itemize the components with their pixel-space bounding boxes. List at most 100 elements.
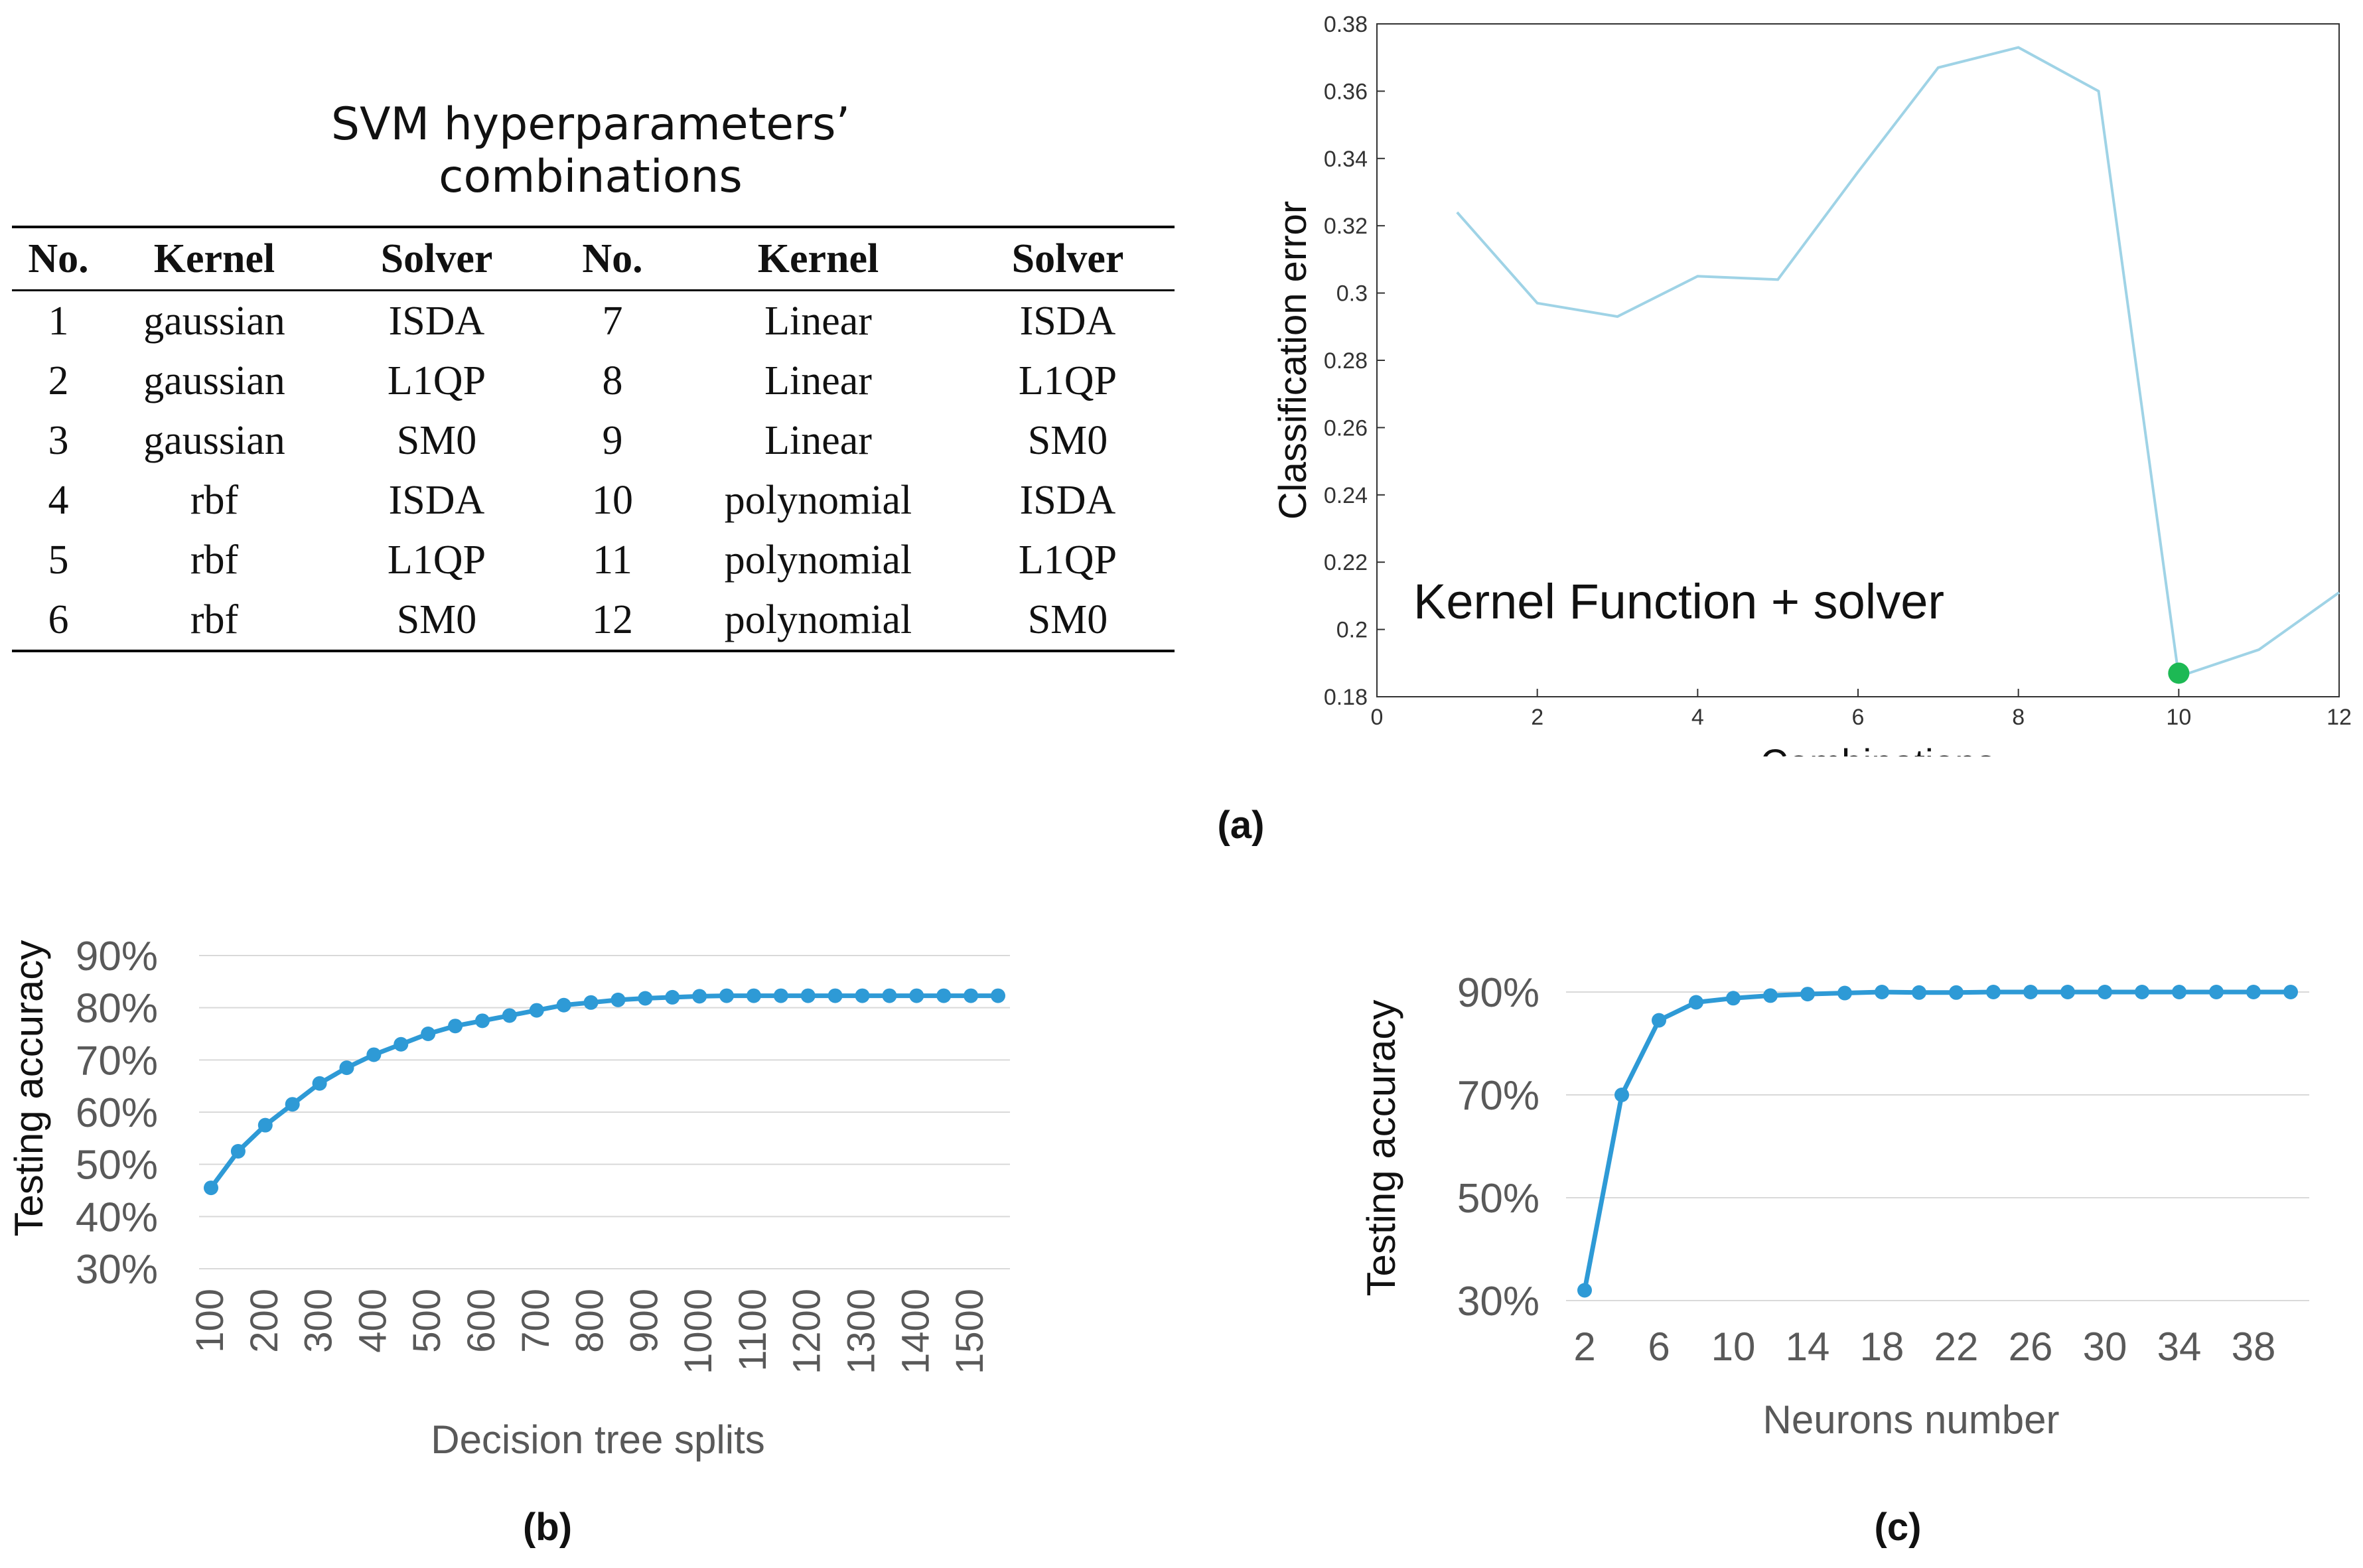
x-tick-label: 34 xyxy=(2157,1324,2202,1369)
table-cell: L1QP xyxy=(1018,358,1117,403)
y-tick-label: 0.34 xyxy=(1324,147,1368,172)
x-tick-label: 26 xyxy=(2009,1324,2053,1369)
table-row: 4 rbf ISDA 10 polynomial ISDA xyxy=(12,470,1175,530)
table-row: 2 gaussian L1QP 8 Linear L1QP xyxy=(12,351,1175,411)
panel-label-a: (a) xyxy=(1217,804,1265,847)
data-point xyxy=(2283,985,2298,999)
x-tick-label: 22 xyxy=(1934,1324,1979,1369)
table-cell: polynomial xyxy=(724,537,912,583)
data-point xyxy=(230,1144,246,1159)
header-no-2: No. xyxy=(549,226,676,291)
series-line xyxy=(209,993,998,1190)
x-tick-label: 1200 xyxy=(786,1289,829,1374)
table-cell: 2 xyxy=(48,358,69,403)
table-cell: L1QP xyxy=(387,358,486,403)
x-tick-label: 1400 xyxy=(894,1289,937,1374)
x-axis-label: Neurons number xyxy=(1763,1397,2060,1442)
table-row: 5 rbf L1QP 11 polynomial L1QP xyxy=(12,530,1175,590)
y-tick-label: 0.24 xyxy=(1324,483,1368,508)
data-point xyxy=(1875,985,1889,999)
table-cell: 4 xyxy=(48,477,69,523)
data-point xyxy=(1577,1283,1592,1298)
x-tick-label: 1500 xyxy=(948,1289,991,1374)
table-cell: ISDA xyxy=(1019,477,1116,523)
table-cell: Linear xyxy=(764,298,872,344)
table-cell: ISDA xyxy=(388,477,485,523)
table-cell: 10 xyxy=(592,477,633,523)
table-cell: L1QP xyxy=(387,537,486,583)
data-point xyxy=(882,988,897,1003)
x-tick-label: 14 xyxy=(1786,1324,1830,1369)
x-tick-label: 18 xyxy=(1860,1324,1904,1369)
x-tick-label: 400 xyxy=(351,1289,394,1353)
x-tick-label: 0 xyxy=(1371,705,1384,730)
y-tick-label: 50% xyxy=(1457,1176,1540,1222)
y-tick-label: 90% xyxy=(1457,970,1540,1016)
data-point xyxy=(556,997,571,1013)
table-cell: ISDA xyxy=(388,298,485,344)
table-row: 6 rbf SM0 12 polynomial SM0 xyxy=(12,590,1175,652)
y-tick-label: 0.2 xyxy=(1336,618,1368,643)
chart-b: 30% 40% 50% 60% 70% 80% 90% 100 200 300 400 500 600 7… xyxy=(7,934,1010,1462)
x-tick-label: 8 xyxy=(2012,705,2025,730)
series-line xyxy=(1582,989,2291,1291)
data-point xyxy=(1986,985,2001,999)
y-tick-label: 70% xyxy=(1457,1073,1540,1119)
y-tick-label: 0.26 xyxy=(1324,415,1368,441)
y-axis-label: Classification error xyxy=(1271,201,1315,520)
data-point xyxy=(1614,1088,1629,1102)
table-cell: 9 xyxy=(602,417,623,463)
svm-hyperparameter-table: No. Kernel Solver No. Kernel Solver 1 gau… xyxy=(12,226,1175,652)
x-axis-label: Combinations xyxy=(1760,742,1996,756)
y-tick-label: 0.38 xyxy=(1324,12,1368,37)
x-tick-label: 500 xyxy=(405,1289,449,1353)
chart-a: 0.18 0.2 0.22 0.24 0.26 0.28 0.3 0.32 0.34 0.36 0.… xyxy=(1271,12,2352,756)
table-cell: L1QP xyxy=(1018,537,1117,583)
data-point xyxy=(2135,985,2149,999)
x-tick-label: 30 xyxy=(2083,1324,2127,1369)
data-point xyxy=(936,988,952,1003)
x-tick-label: 2 xyxy=(1573,1324,1595,1369)
table-cell: 8 xyxy=(602,358,623,403)
data-point xyxy=(204,1180,218,1196)
x-tick-label: 800 xyxy=(569,1289,612,1353)
y-tick-label: 0.18 xyxy=(1324,685,1368,710)
header-no-1: No. xyxy=(12,226,105,291)
y-tick-label: 0.22 xyxy=(1324,550,1368,575)
table-cell: ISDA xyxy=(1019,298,1116,344)
table-cell: 5 xyxy=(48,537,69,583)
table-cell: 3 xyxy=(48,417,69,463)
x-tick-label: 1300 xyxy=(840,1289,883,1374)
header-kernel-1: Kernel xyxy=(105,226,324,291)
data-point xyxy=(2246,985,2261,999)
table-cell: gaussian xyxy=(143,417,285,463)
x-tick-label: 600 xyxy=(460,1289,503,1353)
y-tick-label: 80% xyxy=(76,986,158,1032)
data-point xyxy=(1652,1013,1666,1028)
x-axis-label: Decision tree splits xyxy=(431,1417,765,1462)
data-point xyxy=(1800,987,1815,1002)
y-tick-label: 0.32 xyxy=(1324,214,1368,239)
chart-annotation: Kernel Function + solver xyxy=(1413,574,1944,629)
data-point xyxy=(746,988,761,1003)
table-cell: SM0 xyxy=(324,590,549,652)
data-point xyxy=(2060,985,2075,999)
panel-label-c: (c) xyxy=(1874,1506,1922,1549)
y-tick-label: 40% xyxy=(76,1194,158,1240)
table-cell: rbf xyxy=(190,477,239,523)
table-cell: 7 xyxy=(602,298,623,344)
data-point xyxy=(394,1036,409,1052)
data-point xyxy=(665,989,680,1005)
table-cell: 1 xyxy=(48,298,69,344)
x-tick-label: 1100 xyxy=(731,1289,774,1372)
table-cell: 6 xyxy=(12,590,105,652)
data-point xyxy=(610,992,626,1007)
data-point xyxy=(448,1019,463,1034)
data-point xyxy=(1689,995,1703,1010)
x-tick-label: 38 xyxy=(2232,1324,2276,1369)
data-point xyxy=(1949,985,1964,1000)
best-point-marker xyxy=(2168,662,2190,684)
data-point xyxy=(2023,985,2038,999)
data-point xyxy=(502,1008,517,1023)
